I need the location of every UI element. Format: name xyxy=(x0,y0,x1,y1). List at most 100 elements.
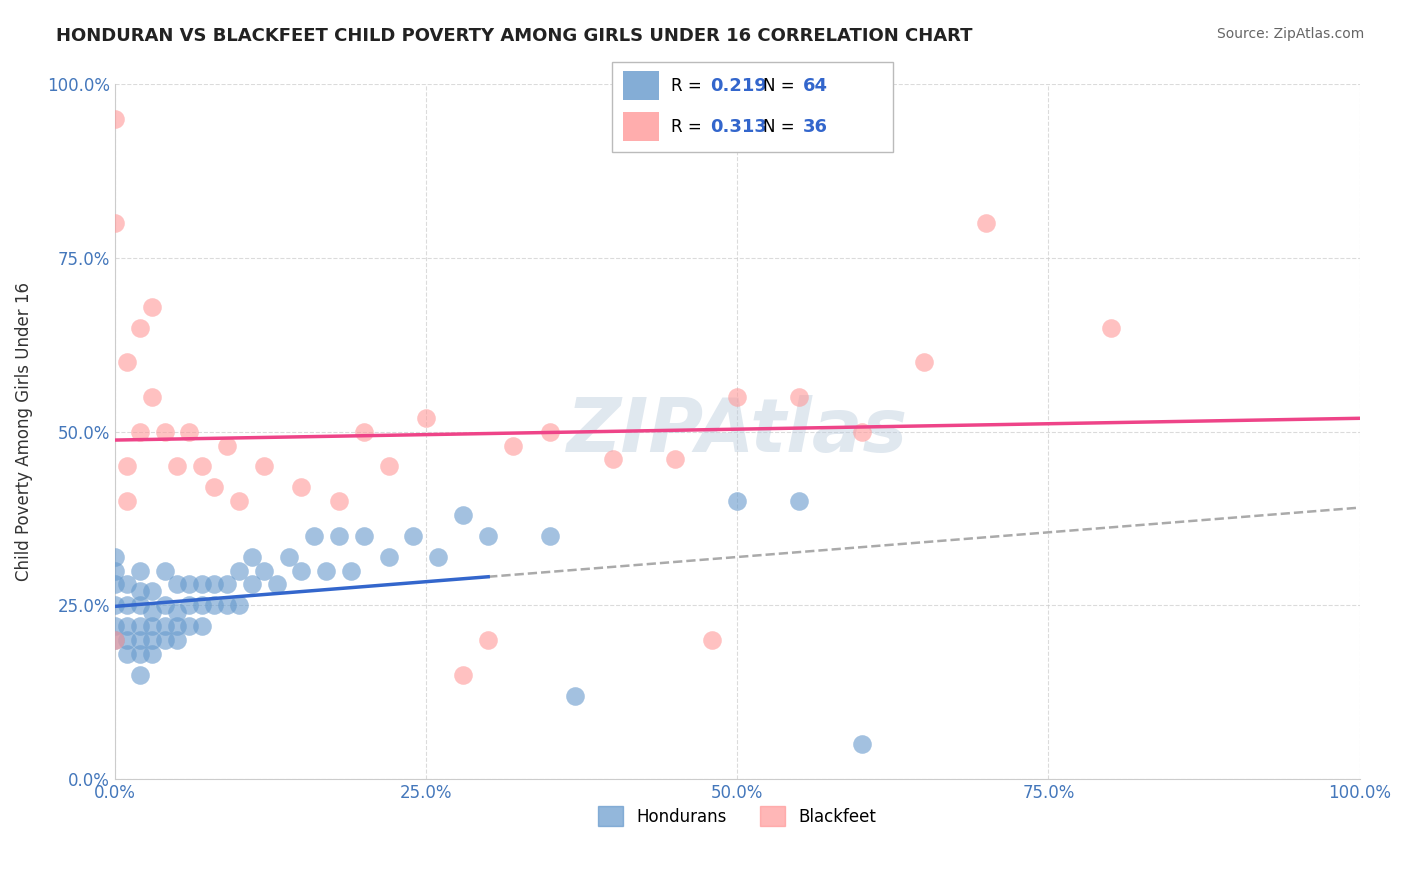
Point xyxy=(215,599,238,613)
Point xyxy=(179,425,201,439)
Text: R =: R = xyxy=(671,118,707,136)
Point xyxy=(240,549,263,564)
Point xyxy=(377,549,399,564)
Point xyxy=(141,605,163,619)
Text: R =: R = xyxy=(671,77,707,95)
Point xyxy=(377,459,399,474)
Y-axis label: Child Poverty Among Girls Under 16: Child Poverty Among Girls Under 16 xyxy=(15,282,32,582)
Point xyxy=(228,564,250,578)
Point xyxy=(179,619,201,633)
Point xyxy=(725,390,748,404)
Point xyxy=(564,689,586,703)
Point xyxy=(141,619,163,633)
Point xyxy=(789,494,811,508)
Text: 0.219: 0.219 xyxy=(710,77,766,95)
Point xyxy=(128,584,150,599)
Point xyxy=(166,633,188,648)
Point xyxy=(974,216,997,230)
Point xyxy=(115,459,138,474)
Point xyxy=(104,619,127,633)
Point xyxy=(202,577,225,591)
Text: 0.313: 0.313 xyxy=(710,118,766,136)
Text: 36: 36 xyxy=(803,118,828,136)
Point xyxy=(602,452,624,467)
Point xyxy=(328,529,350,543)
Point xyxy=(179,577,201,591)
Point xyxy=(104,216,127,230)
Point xyxy=(166,605,188,619)
Point xyxy=(228,494,250,508)
Point xyxy=(328,494,350,508)
Point xyxy=(141,633,163,648)
FancyBboxPatch shape xyxy=(612,62,893,152)
Point xyxy=(725,494,748,508)
Point xyxy=(353,425,375,439)
Point xyxy=(128,425,150,439)
Point xyxy=(115,619,138,633)
Point xyxy=(240,577,263,591)
Point xyxy=(290,480,312,494)
Point xyxy=(477,529,499,543)
Point xyxy=(290,564,312,578)
Point xyxy=(402,529,425,543)
Point xyxy=(538,529,561,543)
Bar xyxy=(623,71,659,100)
Point xyxy=(141,300,163,314)
Point xyxy=(128,647,150,661)
Point xyxy=(166,459,188,474)
Point xyxy=(215,577,238,591)
Point xyxy=(115,577,138,591)
Point xyxy=(202,480,225,494)
Text: N =: N = xyxy=(763,77,800,95)
Text: HONDURAN VS BLACKFEET CHILD POVERTY AMONG GIRLS UNDER 16 CORRELATION CHART: HONDURAN VS BLACKFEET CHILD POVERTY AMON… xyxy=(56,27,973,45)
Point xyxy=(153,425,176,439)
Point xyxy=(215,439,238,453)
Point xyxy=(128,564,150,578)
Point xyxy=(191,577,214,591)
Point xyxy=(128,619,150,633)
Point xyxy=(538,425,561,439)
Point xyxy=(128,599,150,613)
Point xyxy=(141,647,163,661)
Point xyxy=(851,737,873,751)
Point xyxy=(104,599,127,613)
Point xyxy=(104,633,127,648)
Point xyxy=(415,410,437,425)
Text: Source: ZipAtlas.com: Source: ZipAtlas.com xyxy=(1216,27,1364,41)
Point xyxy=(104,633,127,648)
Point xyxy=(179,599,201,613)
Point xyxy=(912,355,935,369)
Point xyxy=(128,633,150,648)
Point xyxy=(115,599,138,613)
Text: ZIPAtlas: ZIPAtlas xyxy=(567,395,908,468)
Point xyxy=(128,667,150,681)
Point xyxy=(153,619,176,633)
Point xyxy=(278,549,301,564)
Point xyxy=(228,599,250,613)
Point xyxy=(166,619,188,633)
Point xyxy=(315,564,337,578)
Point xyxy=(502,439,524,453)
Point xyxy=(253,459,276,474)
Point xyxy=(153,564,176,578)
Point xyxy=(266,577,288,591)
Point xyxy=(104,112,127,127)
Point xyxy=(353,529,375,543)
Legend: Hondurans, Blackfeet: Hondurans, Blackfeet xyxy=(592,799,883,833)
Point xyxy=(153,633,176,648)
Point xyxy=(477,633,499,648)
Point xyxy=(115,494,138,508)
Text: 64: 64 xyxy=(803,77,828,95)
Point xyxy=(128,320,150,334)
Point xyxy=(453,667,475,681)
Point xyxy=(202,599,225,613)
Point xyxy=(702,633,724,648)
Point xyxy=(104,564,127,578)
Bar xyxy=(623,112,659,141)
Point xyxy=(115,355,138,369)
Point xyxy=(253,564,276,578)
Point xyxy=(789,390,811,404)
Point xyxy=(302,529,325,543)
Point xyxy=(153,599,176,613)
Point xyxy=(141,584,163,599)
